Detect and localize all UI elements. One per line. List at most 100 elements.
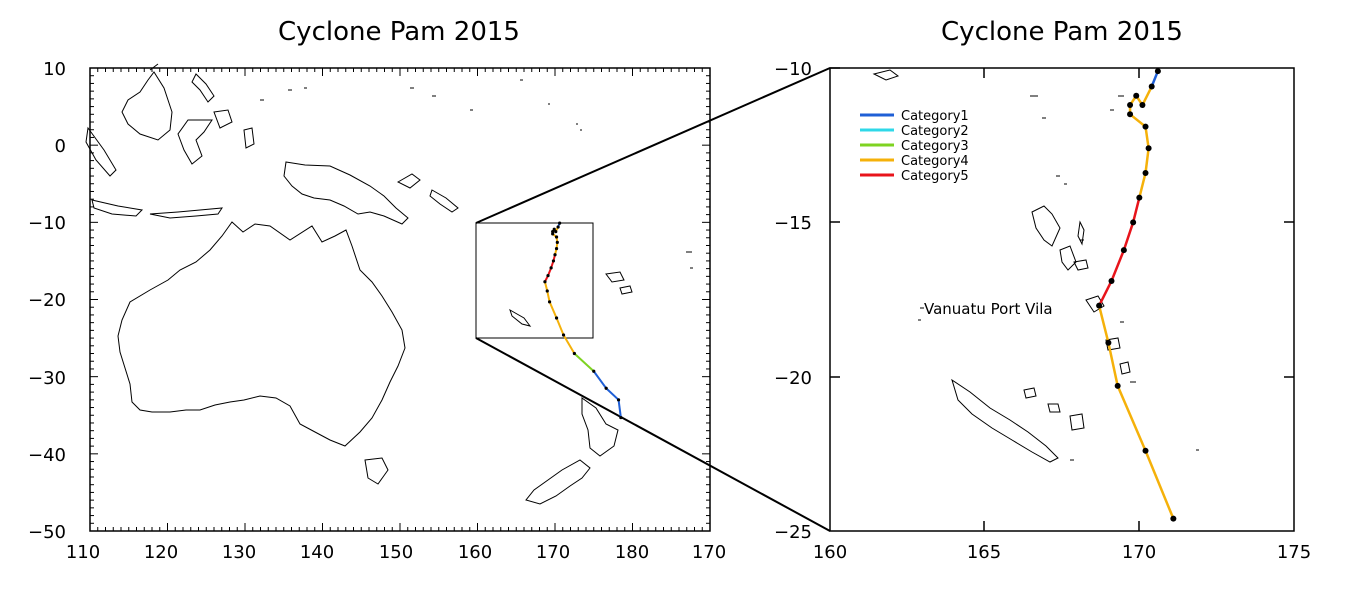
right-track-segment <box>1138 171 1147 199</box>
right-track-point <box>1120 247 1127 254</box>
right-track-point <box>1108 277 1115 284</box>
left-map-track <box>543 221 623 420</box>
left-map-title: Cyclone Pam 2015 <box>278 17 520 47</box>
right-x-tick-label: 160 <box>813 542 847 563</box>
left-y-tick-label: 10 <box>43 59 66 80</box>
right-y-tick-label: −25 <box>774 522 812 543</box>
right-track-point <box>1130 219 1137 226</box>
right-map-title: Cyclone Pam 2015 <box>941 17 1183 47</box>
new-guinea-coastline <box>283 161 409 225</box>
mindanao-coastline <box>213 109 233 129</box>
philippines-coastline <box>191 73 215 103</box>
left-track-point <box>558 221 562 225</box>
halmahera-coastline <box>243 127 255 149</box>
left-x-tick-label: 180 <box>615 542 649 563</box>
left-track-point <box>616 398 621 402</box>
left-track-point <box>554 316 559 320</box>
left-map-x-tick-labels: 110 120 130 140 150 160 170 180 170 <box>66 542 726 563</box>
left-track-segment <box>592 370 608 390</box>
left-map-panel: Cyclone Pam 2015 <box>28 17 831 563</box>
right-track-point <box>1136 194 1143 201</box>
left-track-point <box>551 232 555 236</box>
right-x-tick-label: 165 <box>967 542 1001 563</box>
right-track-point <box>1096 302 1103 309</box>
efate-coastline <box>1085 295 1105 313</box>
left-track-segment <box>562 333 576 355</box>
left-track-point <box>546 273 550 278</box>
right-track-point <box>1145 145 1152 152</box>
right-track-segment <box>1128 113 1147 128</box>
left-track-segment <box>546 290 551 303</box>
right-track-segment <box>1141 85 1153 107</box>
left-track-point <box>551 229 555 234</box>
right-y-tick-label: −10 <box>774 59 812 80</box>
left-x-tick-label: 170 <box>536 542 570 563</box>
left-track-point <box>552 227 556 231</box>
new-caledonia-coastline <box>951 378 1059 463</box>
sulawesi-coastline <box>177 119 213 165</box>
left-track-point <box>619 415 623 420</box>
tasmania-coastline <box>364 457 389 485</box>
left-map-frame <box>89 67 711 532</box>
zoom-connector-bottom <box>475 337 831 532</box>
small-islands-right <box>918 175 1199 461</box>
left-x-tick-label: 110 <box>66 542 100 563</box>
sumatra-coastline <box>85 126 117 177</box>
left-map-ticks <box>89 67 711 532</box>
left-track-point <box>556 225 560 229</box>
legend-label-category1: Category1 <box>901 109 969 124</box>
right-track-point <box>1142 447 1149 454</box>
espiritu-santo-coastline <box>1031 205 1061 247</box>
erromango-coastline <box>1105 337 1121 351</box>
left-y-tick-label: −20 <box>28 290 66 311</box>
left-track-segment <box>573 352 595 373</box>
right-map-ticks <box>830 67 1294 531</box>
left-track-segment <box>605 387 620 401</box>
pacific-islands <box>149 63 693 269</box>
left-x-tick-label: 120 <box>144 542 178 563</box>
new-zealand-north-coastline <box>581 397 619 457</box>
left-x-tick-label: 160 <box>458 542 492 563</box>
left-track-point <box>604 386 608 390</box>
right-track-point <box>1170 515 1177 522</box>
right-track-point <box>1148 83 1155 90</box>
left-track-point <box>549 266 553 270</box>
right-track-segment <box>1097 304 1110 344</box>
right-map-track <box>1096 68 1177 522</box>
right-x-tick-label: 175 <box>1277 542 1311 563</box>
left-y-tick-label: 0 <box>55 136 66 157</box>
left-track-point <box>554 229 558 234</box>
right-track-point <box>1154 68 1161 75</box>
right-track-segment <box>1144 125 1150 150</box>
ambrym-pentecost-coastline <box>1073 220 1089 271</box>
right-map-y-tick-labels: −10 −15 −20 −25 <box>774 59 812 543</box>
zoom-connector-top <box>475 67 831 224</box>
right-track-segment <box>1144 449 1175 520</box>
left-x-tick-label: 140 <box>300 542 334 563</box>
left-track-segment <box>617 398 622 419</box>
right-x-tick-label: 170 <box>1122 542 1156 563</box>
left-track-point <box>555 240 559 244</box>
left-track-point <box>551 259 556 263</box>
fiji-small-coastline <box>605 271 625 283</box>
left-y-tick-label: −10 <box>28 213 66 234</box>
solomon-islands-coastline <box>429 189 459 213</box>
left-y-tick-label: −30 <box>28 368 66 389</box>
lesser-sunda-coastline <box>149 207 223 219</box>
right-track-segment <box>1131 196 1141 224</box>
borneo-coastline <box>121 71 173 141</box>
right-track-point <box>1142 123 1149 130</box>
left-track-segment <box>555 317 565 336</box>
new-zealand-south-coastline <box>525 459 591 505</box>
left-track-point <box>572 351 576 356</box>
right-track-point <box>1127 111 1134 118</box>
category-legend: Category1 Category2 Category3 Category4 … <box>860 109 969 184</box>
left-track-point <box>554 235 559 239</box>
left-track-point <box>553 253 557 257</box>
right-map-panel: Cyclone Pam 2015 Vanuatu Port Vila C <box>774 17 1311 563</box>
right-map-coastlines <box>872 69 1199 463</box>
left-map-coastlines <box>85 63 693 505</box>
right-track-point <box>1127 102 1134 109</box>
left-track-point <box>543 280 547 284</box>
